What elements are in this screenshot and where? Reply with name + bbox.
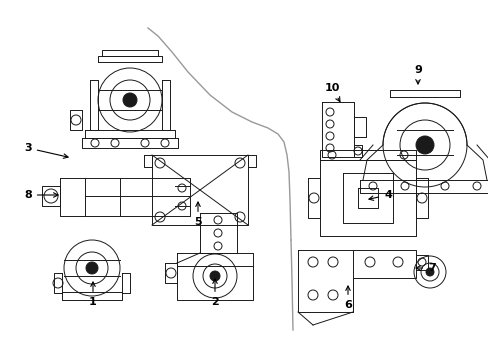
Text: 3: 3 (24, 143, 68, 158)
Circle shape (123, 93, 137, 107)
Circle shape (209, 271, 220, 281)
Text: 1: 1 (89, 282, 97, 307)
Circle shape (425, 268, 433, 276)
Text: 9: 9 (413, 65, 421, 84)
Text: 5: 5 (194, 202, 202, 227)
Text: 10: 10 (324, 83, 339, 102)
Circle shape (86, 262, 98, 274)
Text: 7: 7 (415, 263, 435, 273)
Text: 8: 8 (24, 190, 58, 200)
Text: 6: 6 (344, 286, 351, 310)
Text: 2: 2 (211, 279, 219, 307)
Text: 4: 4 (368, 190, 391, 201)
Circle shape (415, 136, 433, 154)
